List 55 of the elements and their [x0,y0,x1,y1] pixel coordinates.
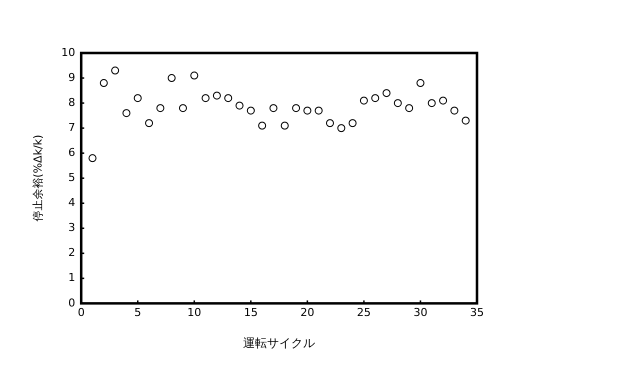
x-tick-label: 10 [187,306,202,319]
point [371,94,380,102]
x-tick-label: 30 [413,306,428,319]
point [314,106,323,115]
y-tick-label: 6 [68,146,76,160]
y-tick-label: 2 [68,246,76,260]
point [202,94,210,102]
point [382,89,391,98]
y-axis-title: 停止余裕(%Δk/k) [31,134,44,222]
point [111,66,120,75]
x-tick-label: 35 [470,306,484,319]
point [156,104,164,112]
y-tick-label: 8 [68,96,76,109]
x-tick-label: 20 [300,306,314,319]
point [258,122,266,130]
point [462,116,470,125]
point [122,109,130,118]
x-tick-label: 15 [244,306,258,319]
point [280,122,289,130]
x-tick-label: 5 [134,306,142,319]
y-tick-label: 1 [68,271,76,284]
point [428,99,436,108]
point [405,104,414,112]
y-tick-label: 0 [68,296,76,310]
point [326,119,334,128]
point [212,92,221,100]
point [134,94,142,102]
y-tick-label: 10 [61,46,76,59]
point [348,119,357,128]
x-tick-label: 0 [78,306,85,319]
point [337,124,346,132]
y-tick-label: 5 [68,171,76,184]
y-tick-label: 9 [68,70,76,84]
point [439,96,448,105]
point [236,102,244,110]
point [88,154,97,162]
point [145,119,154,128]
point [450,106,458,115]
point [303,106,312,115]
x-tick-label: 25 [356,306,371,319]
point [246,106,255,115]
x-axis-title: 運転サイクル [243,336,316,350]
point [178,104,187,112]
point [224,94,232,102]
point [360,96,368,105]
point [292,104,300,112]
point [394,99,402,108]
point [168,74,176,82]
point [269,104,278,112]
point [416,79,424,88]
y-tick-label: 7 [68,120,76,134]
point [190,72,198,80]
y-tick-label: 3 [68,221,76,234]
y-tick-label: 4 [68,196,76,210]
point [100,79,108,88]
